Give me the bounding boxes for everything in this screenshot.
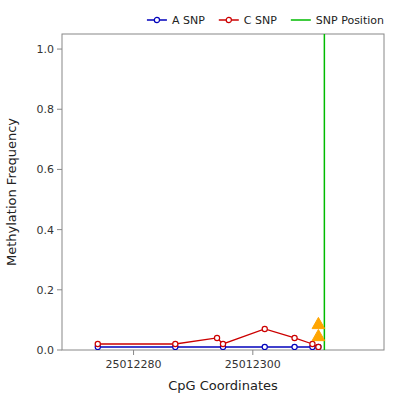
series-line [98, 346, 319, 347]
tick-mark [57, 289, 62, 290]
chart: 0.0 0.2 0.4 0.6 0.8 1.0 25012280 25012300 CpG Co… [0, 0, 400, 400]
point-marker [214, 335, 219, 340]
axis-label: Methylation Frequency [4, 118, 19, 266]
point-marker [173, 341, 178, 346]
legend-item: C SNP [219, 14, 277, 27]
legend-label: SNP Position [316, 14, 384, 27]
point-marker [292, 344, 297, 349]
snp-line [324, 34, 326, 350]
point-marker [262, 344, 267, 349]
tick-label: 0.8 [37, 103, 55, 116]
point-marker [292, 335, 297, 340]
axis-label: CpG Coordinates [168, 378, 278, 393]
point-marker [95, 341, 100, 346]
triangle-marker [312, 329, 325, 340]
legend-item: A SNP [147, 14, 205, 27]
tick-label: 0.6 [37, 163, 55, 176]
tick-mark [57, 109, 62, 110]
triangle-marker [312, 317, 325, 328]
tick-mark [57, 169, 62, 170]
tick-mark [57, 350, 62, 351]
tick-mark [57, 49, 62, 50]
legend-label: A SNP [172, 14, 205, 27]
legend: A SNP C SNP SNP Position [147, 14, 384, 27]
tick-label: 0.2 [37, 284, 55, 297]
point-marker [310, 341, 315, 346]
legend-label: C SNP [244, 14, 277, 27]
tick-label: 0.4 [37, 224, 55, 237]
tick-label: 25012280 [106, 358, 162, 371]
tick-label: 0.0 [37, 344, 55, 357]
tick-label: 1.0 [37, 43, 55, 56]
tick-label: 25012300 [225, 358, 281, 371]
series-line [98, 329, 319, 347]
legend-item: SNP Position [291, 14, 384, 27]
point-marker [316, 344, 321, 349]
legend-swatch [291, 19, 311, 21]
plot-data [95, 34, 325, 350]
tick-mark [252, 350, 253, 355]
plot-frame [62, 34, 384, 350]
point-marker [220, 341, 225, 346]
legend-swatch [226, 17, 231, 22]
tick-mark [57, 229, 62, 230]
legend-swatch [154, 17, 159, 22]
tick-mark [133, 350, 134, 355]
point-marker [316, 344, 321, 349]
point-marker [262, 326, 267, 331]
